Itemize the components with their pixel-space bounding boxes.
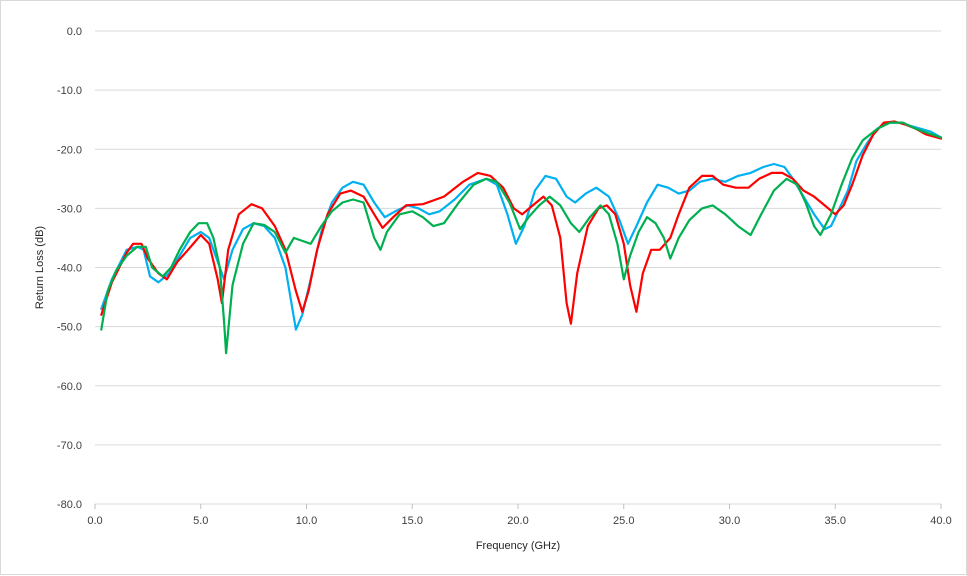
- y-tick-label: -40.0: [57, 263, 82, 275]
- y-tick-label: -70.0: [57, 440, 82, 452]
- x-tick-label: 10.0: [296, 515, 317, 527]
- y-tick-label: -60.0: [57, 381, 82, 393]
- x-axis-title: Frequency (GHz): [476, 540, 560, 552]
- x-tick-label: 30.0: [719, 515, 740, 527]
- series-line-1: [100, 121, 943, 331]
- y-axis-title: Return Loss (dB): [34, 226, 46, 309]
- y-tick-label: -30.0: [57, 203, 82, 215]
- y-tick-label: -80.0: [57, 499, 82, 511]
- series-line-3: [100, 121, 943, 355]
- x-tick-label: 40.0: [930, 515, 951, 527]
- y-tick-label: -50.0: [57, 322, 82, 334]
- x-tick-label: 35.0: [825, 515, 846, 527]
- x-tick-label: 20.0: [507, 515, 528, 527]
- x-tick-label: 25.0: [613, 515, 634, 527]
- x-tick-label: 0.0: [87, 515, 102, 527]
- y-tick-label: 0.0: [67, 26, 82, 38]
- series-line-2: [100, 120, 943, 325]
- y-tick-label: -10.0: [57, 85, 82, 97]
- x-tick-label: 15.0: [402, 515, 423, 527]
- y-tick-label: -20.0: [57, 144, 82, 156]
- x-tick-label: 5.0: [193, 515, 208, 527]
